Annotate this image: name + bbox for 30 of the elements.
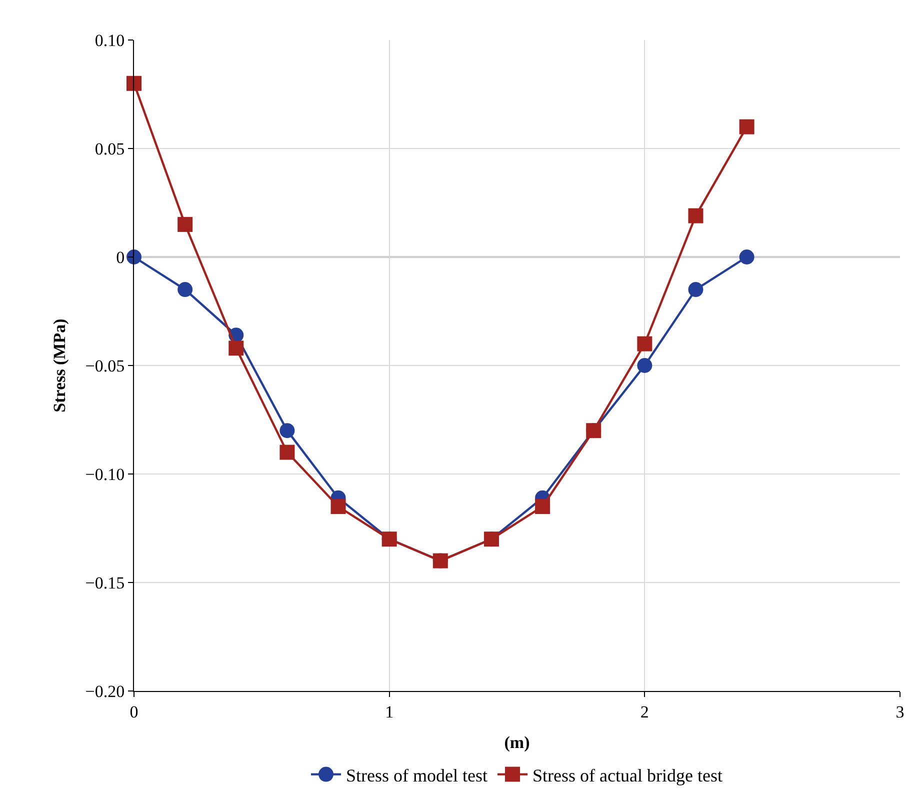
y-tick-label: 0.10: [94, 30, 125, 50]
x-tick-label: 2: [640, 702, 649, 722]
point: [126, 76, 142, 91]
y-tick-label: −0.15: [85, 573, 125, 592]
point: [535, 499, 550, 514]
point: [280, 423, 295, 438]
x-tick-label: 3: [896, 702, 904, 722]
point: [688, 208, 704, 224]
point: [280, 444, 295, 460]
y-tick-label: −0.10: [85, 464, 125, 484]
y-axis-title: Stress (MPa): [50, 318, 69, 412]
y-tick-label: −0.20: [85, 682, 125, 701]
point: [739, 250, 754, 264]
point: [330, 499, 346, 514]
point: [637, 336, 652, 352]
x-axis-title: (m): [504, 732, 530, 752]
x-tick-label: 0: [130, 702, 138, 722]
y-tick-label: 0: [116, 248, 125, 267]
point: [126, 250, 142, 264]
y-tick-label: −0.05: [85, 356, 125, 376]
legend-label: Stress of actual bridge test: [532, 765, 722, 786]
y-tick-label: 0.05: [94, 139, 125, 158]
point: [178, 282, 193, 298]
point: [637, 358, 652, 373]
point: [178, 216, 193, 232]
x-tick-label: 1: [385, 702, 394, 722]
point: [739, 119, 754, 134]
point: [228, 340, 244, 356]
point: [688, 282, 704, 298]
legend-label: Stress of model test: [346, 765, 488, 786]
